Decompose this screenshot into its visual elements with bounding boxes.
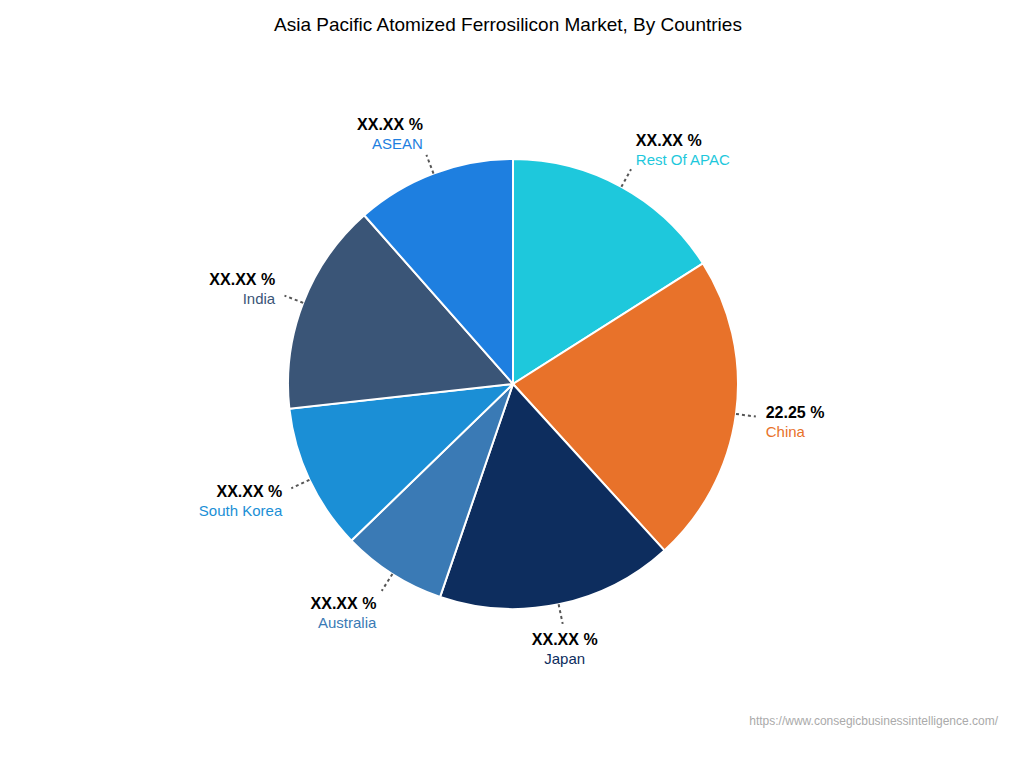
svg-text:India: India bbox=[243, 290, 276, 307]
svg-text:XX.XX %: XX.XX % bbox=[532, 631, 598, 648]
svg-text:China: China bbox=[766, 423, 806, 440]
svg-text:XX.XX %: XX.XX % bbox=[357, 116, 423, 133]
svg-text:XX.XX %: XX.XX % bbox=[636, 132, 702, 149]
svg-text:22.25 %: 22.25 % bbox=[766, 404, 825, 421]
svg-text:XX.XX %: XX.XX % bbox=[311, 595, 377, 612]
svg-text:XX.XX %: XX.XX % bbox=[209, 271, 275, 288]
svg-text:ASEAN: ASEAN bbox=[372, 135, 423, 152]
html-text:https://www.consegicbusinessin: https://www.consegicbusinessintelligence… bbox=[749, 714, 998, 728]
svg-text:Japan: Japan bbox=[544, 650, 585, 667]
svg-text:Rest Of APAC: Rest Of APAC bbox=[636, 151, 730, 168]
svg-text:XX.XX %: XX.XX % bbox=[216, 483, 282, 500]
svg-text:Australia: Australia bbox=[318, 614, 377, 631]
html-text:Asia Pacific Atomized Ferrosil: Asia Pacific Atomized Ferrosilicon Marke… bbox=[274, 14, 742, 35]
svg-text:South Korea: South Korea bbox=[199, 502, 283, 519]
